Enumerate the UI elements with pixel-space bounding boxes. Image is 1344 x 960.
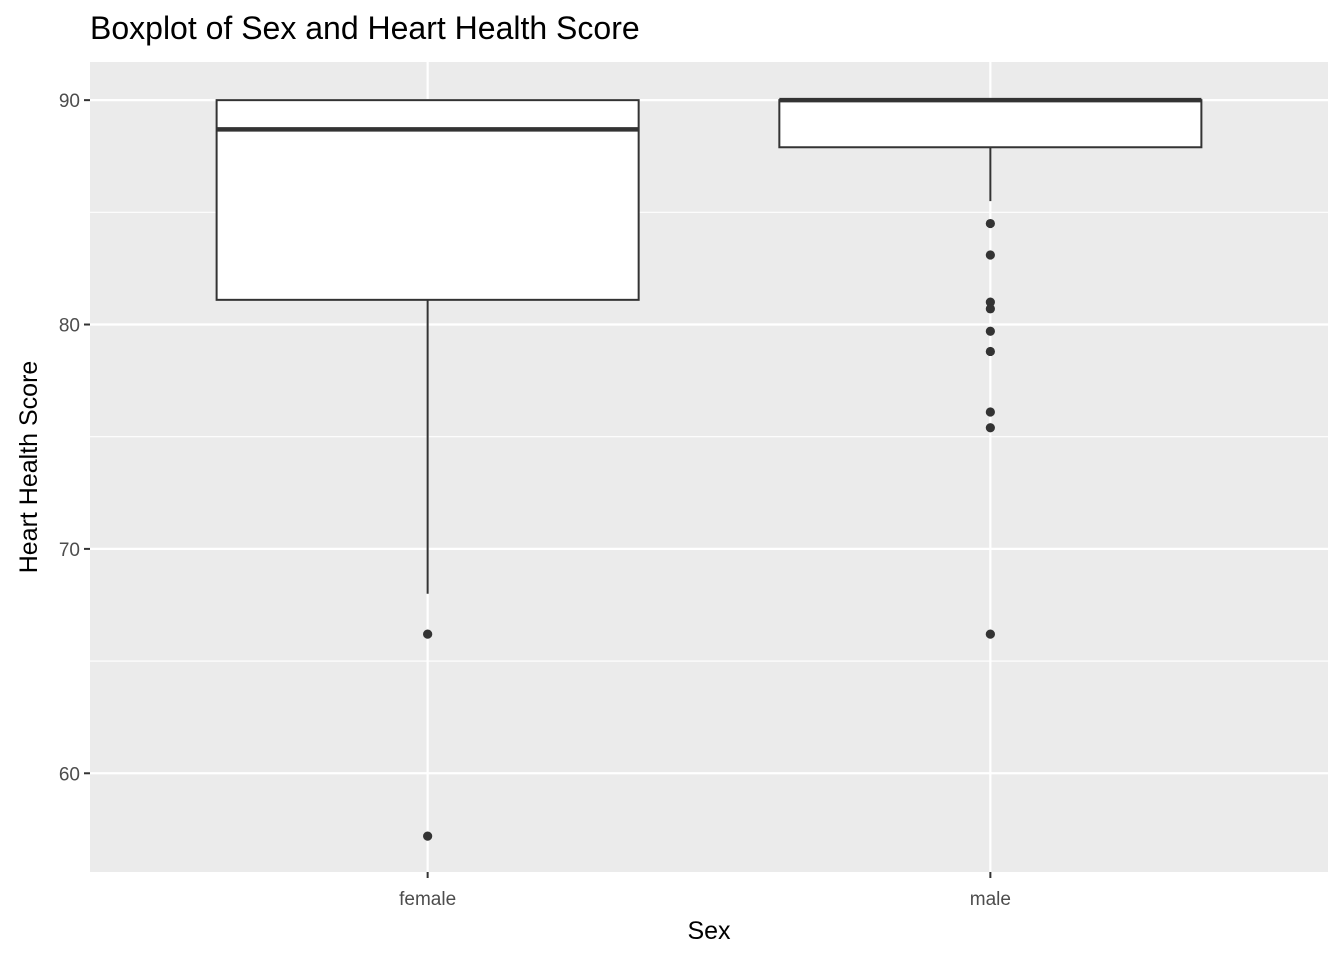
- outlier-point: [985, 297, 995, 307]
- box-female: [215, 99, 640, 841]
- box-body: [215, 99, 640, 301]
- outlier-point: [985, 250, 995, 260]
- x-axis-ticks: female male: [399, 872, 1011, 910]
- outlier-point: [985, 629, 995, 639]
- y-axis-ticks: 60 70 80 90: [59, 91, 90, 785]
- chart-title: Boxplot of Sex and Heart Health Score: [90, 10, 640, 46]
- y-tick-label: 70: [59, 540, 80, 561]
- x-tick-label: female: [399, 889, 456, 910]
- box-series: [215, 97, 1203, 841]
- x-tick-label: male: [970, 889, 1011, 910]
- box-body: [778, 99, 1203, 149]
- outlier-point: [985, 423, 995, 433]
- y-tick-label: 80: [59, 316, 80, 337]
- outlier-point: [985, 218, 995, 229]
- outlier-point: [985, 304, 995, 314]
- outlier-point: [985, 346, 995, 357]
- outlier-point: [423, 831, 433, 841]
- y-tick-label: 60: [59, 764, 80, 785]
- outlier-point: [985, 407, 995, 417]
- box-male: [778, 97, 1203, 639]
- y-axis-title: Heart Health Score: [15, 361, 43, 574]
- outlier-point: [985, 326, 995, 336]
- y-tick-label: 90: [59, 91, 80, 112]
- x-axis-title: Sex: [687, 917, 731, 945]
- outlier-point: [423, 629, 433, 639]
